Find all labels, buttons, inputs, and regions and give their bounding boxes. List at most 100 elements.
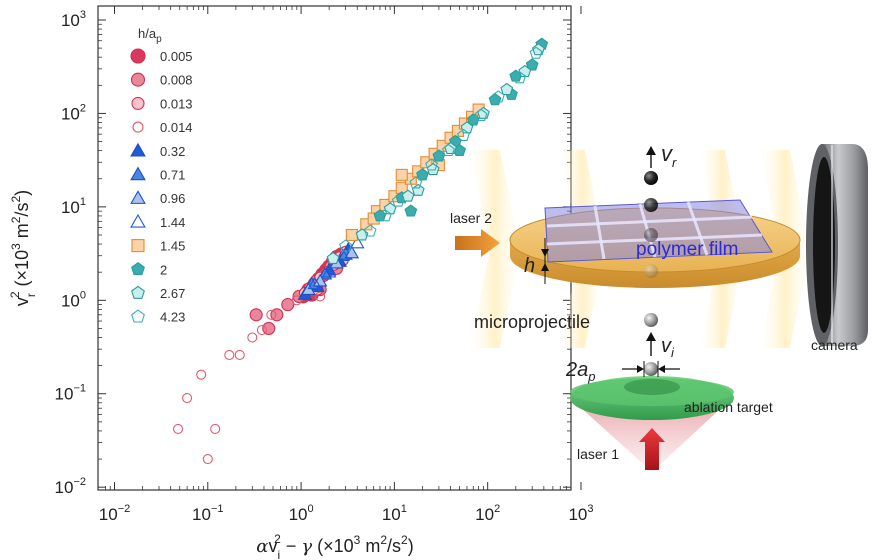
y-tick-label: 103 xyxy=(61,9,86,30)
label-microprojectile: microprojectile xyxy=(474,312,590,332)
data-point-0-014 xyxy=(202,454,213,465)
data-point-0-014 xyxy=(291,295,302,306)
x-tick-label: 101 xyxy=(382,503,407,524)
legend-label: 0.013 xyxy=(160,96,193,111)
data-point-0-014 xyxy=(173,423,184,434)
camera-icon xyxy=(806,144,868,346)
data-point-4-23 xyxy=(491,90,505,103)
legend-title: h/ap xyxy=(138,26,162,45)
x-tick-label: 10−2 xyxy=(99,503,130,524)
legend-label: 1.45 xyxy=(160,239,185,254)
label-vr: vr xyxy=(661,141,677,170)
data-point-4-23 xyxy=(513,71,527,84)
legend-marker-0-005 xyxy=(130,48,146,64)
data-point-2-67 xyxy=(500,82,514,96)
data-point-2 xyxy=(432,149,446,162)
data-point-0-014 xyxy=(256,325,267,336)
data-point-2-67 xyxy=(326,251,340,264)
label-laser1: laser 1 xyxy=(577,446,619,462)
legend-marker-0-96 xyxy=(130,190,146,204)
legend-marker-0-014 xyxy=(132,121,144,133)
data-point-0-008 xyxy=(281,298,295,312)
data-point-4-23 xyxy=(442,143,455,157)
legend-label: 0.32 xyxy=(160,144,185,159)
legend-label: 4.23 xyxy=(160,310,185,325)
legend-label: 2.67 xyxy=(160,286,185,301)
data-points xyxy=(173,37,549,465)
data-point-2-67 xyxy=(411,183,425,196)
microprojectile-inflight xyxy=(644,313,658,327)
data-point-2 xyxy=(488,93,502,106)
data-point-4-23 xyxy=(425,158,438,171)
label-ablation-target: ablation target xyxy=(684,399,773,415)
label-camera: camera xyxy=(811,337,858,353)
legend-label: 2 xyxy=(160,262,167,277)
y-axis-label: vr2 (×103 m2/s2) xyxy=(8,190,38,306)
x-axis-ticks: 10−2 10−1 100 101 102 103 xyxy=(99,6,593,524)
legend-label: 0.96 xyxy=(160,191,185,206)
data-point-0-014 xyxy=(224,349,235,361)
data-point-1-44 xyxy=(349,235,365,249)
label-vi: vi xyxy=(661,335,675,360)
legend-marker-0-008 xyxy=(130,72,146,87)
data-point-0-014 xyxy=(182,392,193,404)
microprojectile-rebound xyxy=(644,171,658,185)
label-polymer-film: polymer film xyxy=(636,239,738,260)
data-point-1-45 xyxy=(395,168,408,181)
legend-label: 0.008 xyxy=(160,73,193,88)
laser1-arrow xyxy=(639,428,665,470)
data-point-2 xyxy=(404,204,418,217)
legend-label: 0.005 xyxy=(160,49,193,64)
legend-marker-2 xyxy=(131,262,145,276)
x-tick-label: 10−1 xyxy=(192,503,223,524)
data-point-0-96 xyxy=(344,245,360,259)
data-point-1-44 xyxy=(321,264,337,278)
y-tick-label: 100 xyxy=(61,289,86,310)
data-point-4-23 xyxy=(391,194,405,207)
x-tick-label: 102 xyxy=(475,503,500,524)
y-tick-label: 101 xyxy=(61,196,86,217)
y-tick-label: 10−2 xyxy=(55,476,86,497)
data-point-1-44 xyxy=(307,276,322,290)
legend-label: 0.71 xyxy=(160,168,185,183)
y-tick-label: 102 xyxy=(61,102,86,123)
x-tick-label: 100 xyxy=(289,503,314,524)
data-point-4-23 xyxy=(378,209,392,222)
label-h: h xyxy=(524,255,535,277)
legend-marker-2-67 xyxy=(131,285,145,299)
legend-marker-1-44 xyxy=(130,213,146,228)
experiment-schematic: laser 1 ablation target 2ap vi microproj… xyxy=(450,141,868,472)
y-tick-label: 10−1 xyxy=(55,383,86,404)
legend-label: 1.44 xyxy=(160,215,185,230)
data-point-0-008 xyxy=(270,308,284,322)
legend-marker-0-013 xyxy=(131,96,145,110)
legend-marker-1-45 xyxy=(131,239,145,253)
x-tick-label: 103 xyxy=(568,503,593,524)
data-point-0-008 xyxy=(262,321,276,335)
microprojectile-launch xyxy=(644,362,658,376)
data-point-0-014 xyxy=(247,332,258,343)
laser2-arrow xyxy=(455,229,500,257)
legend-marker-4-23 xyxy=(131,309,145,323)
data-point-0-014 xyxy=(196,369,207,380)
data-point-4-23 xyxy=(457,128,470,141)
label-2ap: 2ap xyxy=(565,359,595,384)
polymer-film xyxy=(544,199,773,263)
data-point-0-014 xyxy=(234,349,245,361)
data-point-1-45 xyxy=(345,228,358,242)
data-point-2-67 xyxy=(401,189,415,202)
data-point-4-23 xyxy=(339,239,353,252)
data-point-1-44 xyxy=(335,248,351,262)
legend: h/ap 0.005 0.008 0.013 0.014 0.32 0.71 0.96 1.44… xyxy=(130,26,193,325)
data-point-4-23 xyxy=(363,224,377,237)
data-point-4-23 xyxy=(409,176,423,189)
data-point-2 xyxy=(416,168,429,181)
data-point-0-014 xyxy=(266,309,277,320)
x-axis-label: αvi2 − γ (×103 m2/s2) xyxy=(256,532,413,560)
legend-marker-0-32 xyxy=(130,142,146,157)
data-point-0-008 xyxy=(249,308,263,322)
data-point-4-23 xyxy=(474,108,488,121)
data-point-0-014 xyxy=(210,423,221,434)
